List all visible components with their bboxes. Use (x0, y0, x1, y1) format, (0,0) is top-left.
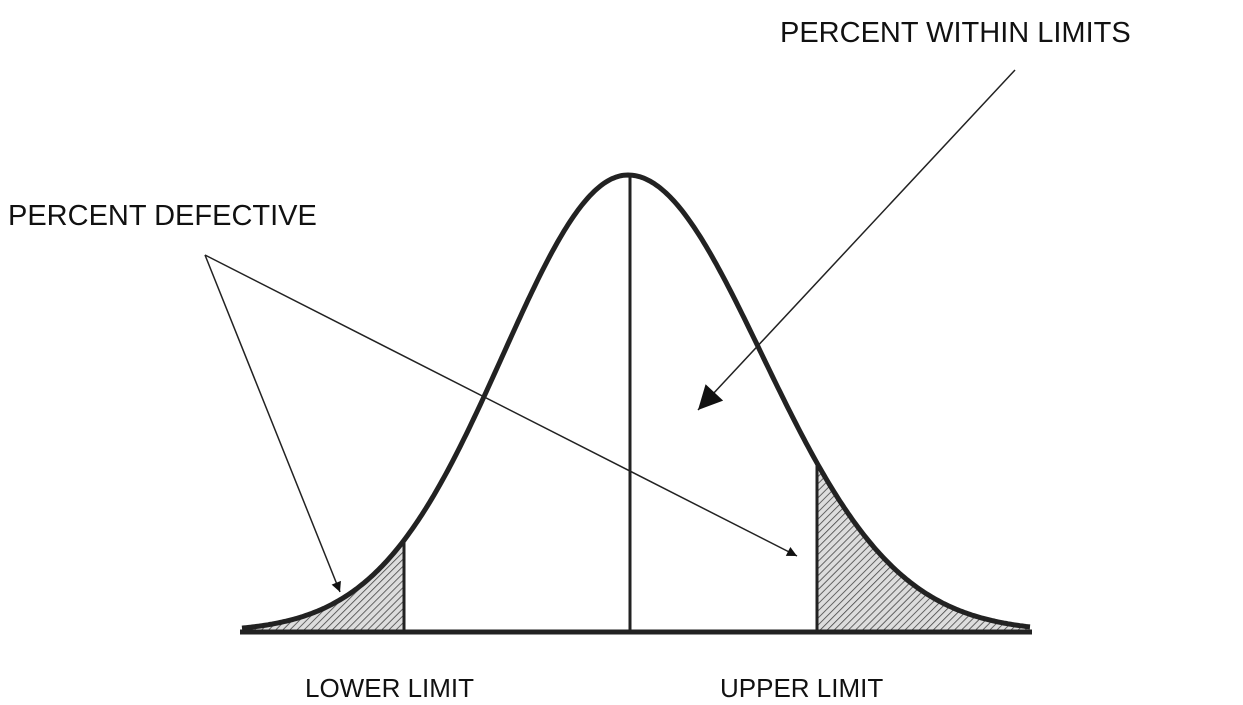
bell-curve (241, 172, 1031, 631)
label: LOWER LIMIT (305, 673, 474, 703)
arrow (697, 69, 1016, 411)
upper-tail (817, 463, 1030, 632)
label: PERCENT DEFECTIVE (8, 200, 317, 232)
label: UPPER LIMIT (720, 673, 883, 703)
label: PERCENT WITHIN LIMITS (780, 17, 1131, 49)
lower-tail (242, 540, 404, 632)
arrow (204, 254, 798, 557)
arrow (204, 254, 341, 593)
